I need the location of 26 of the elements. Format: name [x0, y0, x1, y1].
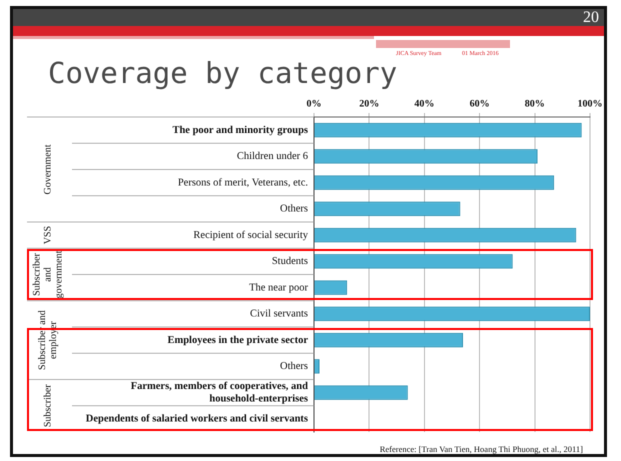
- x-tick-label: 60%: [470, 98, 490, 110]
- text: Subscriber and government: [32, 250, 65, 298]
- x-tick-label: 0%: [306, 98, 322, 110]
- y-tick-label: Civil servants: [250, 308, 308, 320]
- y-tick-label: Farmers, members of cooperatives, and household-enterprises: [130, 381, 308, 405]
- text: Subscriber: [42, 384, 54, 428]
- y-tick-label: The poor and minority groups: [172, 124, 308, 136]
- y-tick-label: Others: [280, 204, 308, 215]
- chart-title: Coverage by category: [48, 56, 398, 90]
- x-tick-label: 100%: [578, 98, 602, 110]
- text: 20: [583, 9, 599, 27]
- y-tick-label: Children under 6: [236, 151, 308, 162]
- y-tick-label: Recipient of social security: [193, 230, 309, 241]
- x-tick-label: 80%: [524, 98, 545, 110]
- y-tick-label: Students: [272, 256, 308, 268]
- y-tick-label: Employees in the private sector: [167, 334, 308, 346]
- text: Reference: [Tran Van Tien, Hoang Thi Phuong, et al., 2011]: [380, 444, 583, 454]
- text: Subscriber and employer: [37, 310, 60, 370]
- x-tick-label: 40%: [414, 98, 434, 110]
- x-tick-label: 20%: [359, 98, 380, 110]
- y-tick-label: Persons of merit, Veterans, etc.: [178, 177, 308, 188]
- y-tick-label: The near poor: [249, 282, 308, 294]
- y-tick-label: Others: [280, 361, 308, 372]
- text: Government: [42, 144, 54, 194]
- text: VSS: [42, 226, 54, 244]
- y-tick-label: Dependents of salaried workers and civil servants: [86, 414, 308, 425]
